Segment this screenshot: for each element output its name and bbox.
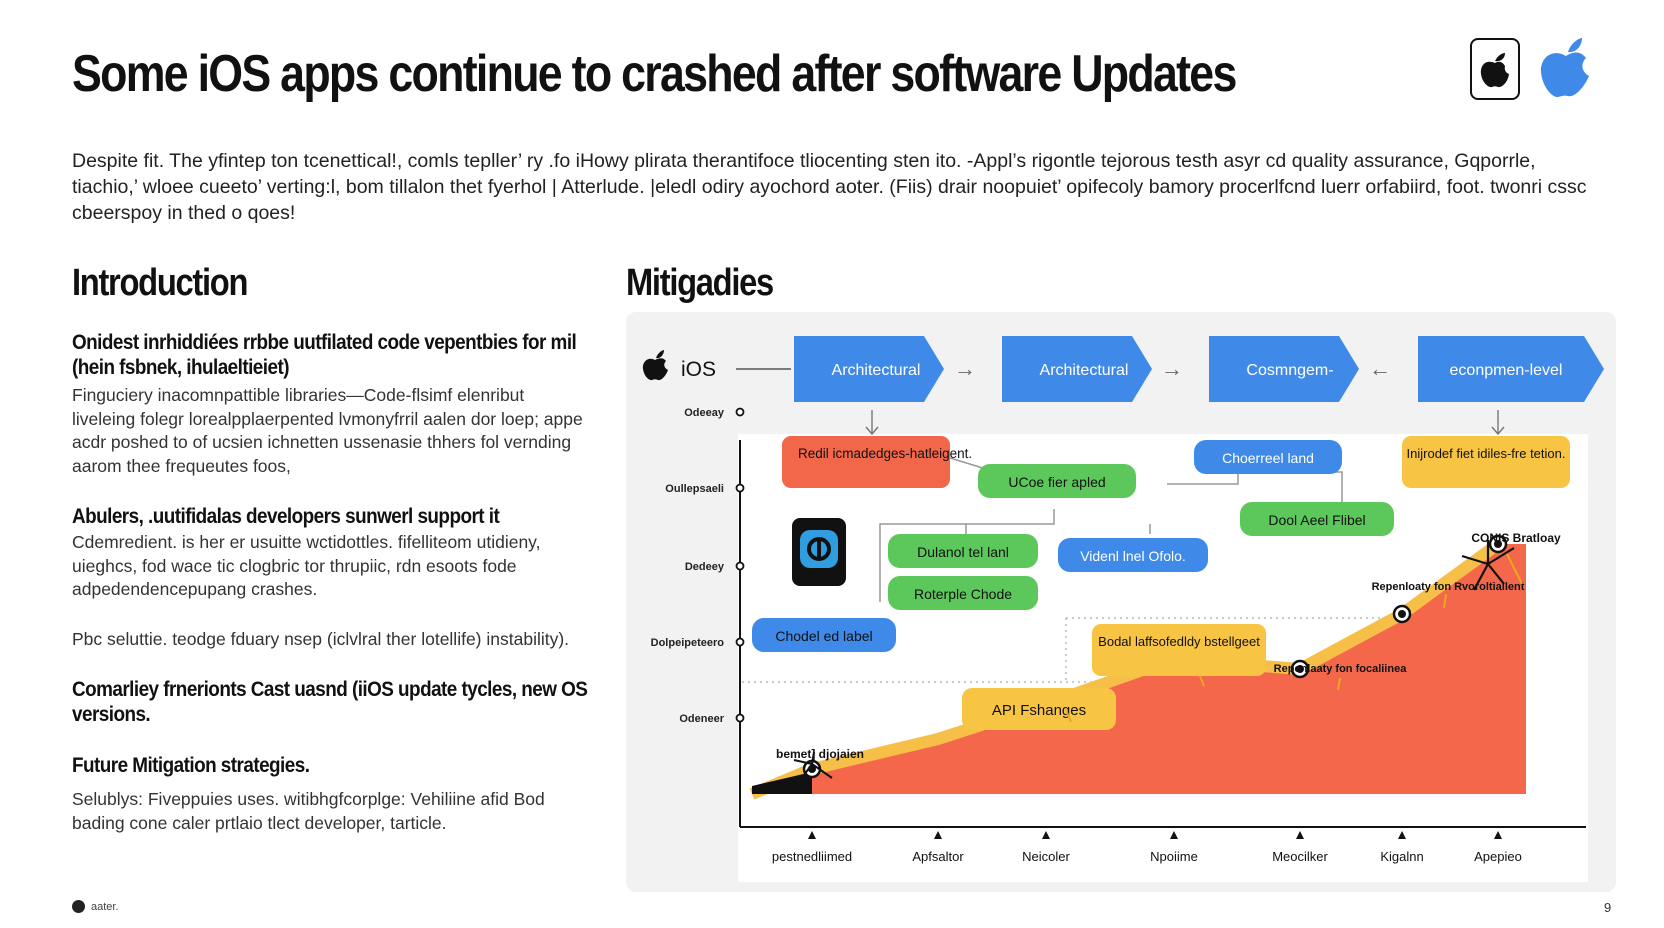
y-axis-label: Dolpeipeteero (651, 637, 725, 649)
x-axis-label: Apepieo (1474, 849, 1522, 864)
box-blue-top-label: Choerreel land (1222, 450, 1314, 466)
y-axis-tick (735, 713, 745, 723)
box-green-1-label: Dulanol tel lanl (917, 544, 1009, 560)
box-yellow-mid-label: Bodal laffsofedldy bstellgeet (1098, 634, 1260, 649)
box-yellow-api: API Fshanges (962, 688, 1116, 730)
box-blue-mid: Videnl lnel Ofolo. (1058, 538, 1208, 572)
y-axis-tick (735, 561, 745, 571)
introduction-column: Onidest inrhiddiées rrbbe uutfilated cod… (72, 330, 592, 835)
intro-section: Future Mitigation strategies. Selublys: … (72, 753, 592, 835)
x-axis-tick (1296, 831, 1304, 839)
box-red: Redil icmadedges-hatleigent. (782, 436, 972, 488)
section-body: Cdemredient. is her er usuitte wctidottl… (72, 532, 541, 599)
x-axis-label: Neicoler (1022, 849, 1070, 864)
annotation-top: CONIS Bratloay (1471, 531, 1561, 545)
apple-logo-icon (1480, 53, 1509, 88)
footer-note-text: aater. (91, 900, 119, 913)
y-axis-tick (735, 483, 745, 493)
box-green-2: Roterple Chode (888, 576, 1038, 610)
x-axis-label: Npoiime (1150, 849, 1198, 864)
box-yellow-top-label: Inijrodef fiet idiles-fre tetion. (1407, 446, 1566, 461)
x-axis-tick (934, 831, 942, 839)
data-point-core (1494, 540, 1502, 548)
crash-glyph-start (793, 751, 833, 779)
data-point-core (1296, 665, 1304, 673)
flow-arrow: → (954, 356, 976, 381)
x-axis-label: Meocilker (1272, 849, 1328, 864)
y-axis-tick (735, 407, 745, 417)
intro-section: Abulers, .uutifidalas developers sunwerl… (72, 504, 592, 602)
flow-arrow: ← (1369, 356, 1391, 381)
risk-trend-line (749, 539, 1502, 800)
flow-step-label: Architectural (832, 362, 921, 379)
ios-apple-icon (642, 350, 668, 381)
box-blue-top: Choerreel land (1194, 440, 1342, 474)
box-red-label: Redil icmadedges-hatleigent. (798, 446, 972, 461)
data-point-core (1398, 610, 1406, 618)
x-axis-tick (1170, 831, 1178, 839)
x-axis-label: pestnedliimed (772, 849, 852, 864)
box-green-3: Dool Aeel Flibel (1240, 502, 1394, 536)
x-axis-label: Kigalnn (1380, 849, 1423, 864)
y-axis-label: Oullepsaeli (665, 483, 724, 495)
box-yellow-mid: Bodal laffsofedldy bstellgeet (1092, 624, 1266, 676)
mitigation-heading: Mitigadies (626, 262, 774, 304)
x-axis-tick (1398, 831, 1406, 839)
box-green-top-label: UCoe fier apled (1008, 474, 1105, 490)
section-title: Future Mitigation strategies. (72, 754, 310, 777)
intro-section: Comarliey frnerionts Cast uasnd (iiOS up… (72, 677, 592, 727)
risk-area (752, 544, 1526, 794)
intro-section: Onidest inrhiddiées rrbbe uutfilated cod… (72, 330, 592, 478)
box-green-2-label: Roterple Chode (914, 586, 1012, 602)
section-title: Comarliey frnerionts Cast uasnd (iiOS up… (72, 678, 588, 726)
box-green-3-label: Dool Aeel Flibel (1268, 512, 1365, 528)
app-logo-box (1470, 38, 1520, 100)
flow-step-label: Cosmngem- (1246, 362, 1333, 379)
box-blue-mid-label: Videnl lnel Ofolo. (1080, 548, 1186, 564)
apple-logo-blue-icon (1536, 34, 1596, 107)
intro-paragraph: Despite fit. The yfintep ton tcenettical… (72, 150, 1587, 224)
x-axis-label: Apfsaltor (912, 849, 964, 864)
flow-arrow: → (1161, 356, 1183, 381)
box-green-1: Dulanol tel lanl (888, 534, 1038, 568)
app-icon (792, 518, 846, 586)
section-body: Finguciery inacomnpattible libraries—Cod… (72, 385, 583, 476)
flow-step-label: Architectural (1040, 362, 1129, 379)
ios-label: iOS (681, 358, 716, 381)
section-body: Pbc seluttie. teodge fduary nsep (iclvlr… (72, 628, 570, 649)
section-title: Onidest inrhiddiées rrbbe uutfilated cod… (72, 331, 577, 379)
flow-step: Architectural (1002, 336, 1152, 402)
footer-note: aater. (72, 900, 119, 913)
y-axis-label: Odeeay (684, 407, 725, 419)
box-yellow-top: Inijrodef fiet idiles-fre tetion. (1402, 436, 1570, 488)
box-blue-left-label: Chodel ed label (775, 628, 872, 644)
introduction-heading: Introduction (72, 262, 248, 304)
flow-step: Cosmngem- (1209, 336, 1359, 402)
page-number: 9 (1604, 900, 1612, 915)
annotation-mid: Repenlaaty fon focaliinea (1274, 663, 1408, 675)
flow-step-label: econpmen-level (1450, 362, 1563, 379)
annotation-start: bemet] djojaien (776, 747, 864, 761)
footer-logo-icon (72, 900, 85, 913)
section-body: Selublys: Fiveppuies uses. witibhgfcorpl… (72, 789, 545, 833)
box-yellow-api-label: API Fshanges (992, 702, 1086, 719)
box-blue-left: Chodel ed label (752, 618, 896, 652)
slide-title: Some iOS apps continue to crashed after … (72, 45, 1237, 103)
flow-step: Architectural (794, 336, 944, 402)
intro-section: Pbc seluttie. teodge fduary nsep (iclvlr… (72, 628, 592, 652)
baseline-wedge (752, 772, 812, 794)
section-title: Abulers, .uutifidalas developers sunwerl… (72, 505, 500, 528)
crash-glyph-top (1461, 540, 1515, 591)
y-axis-label: Odeneer (679, 713, 724, 725)
y-axis-label: Dedeey (685, 561, 725, 573)
x-axis-tick (1042, 831, 1050, 839)
y-axis-tick (735, 637, 745, 647)
box-green-top: UCoe fier apled (978, 464, 1136, 498)
x-axis-tick (1494, 831, 1502, 839)
mitigation-diagram: iOS Architectural → Architectural → Cosm… (642, 336, 1604, 882)
x-axis-tick (808, 831, 816, 839)
annotation-upper: Repenloaty fon Rvoroltiallent (1372, 581, 1525, 593)
flow-step: econpmen-level (1418, 336, 1604, 402)
